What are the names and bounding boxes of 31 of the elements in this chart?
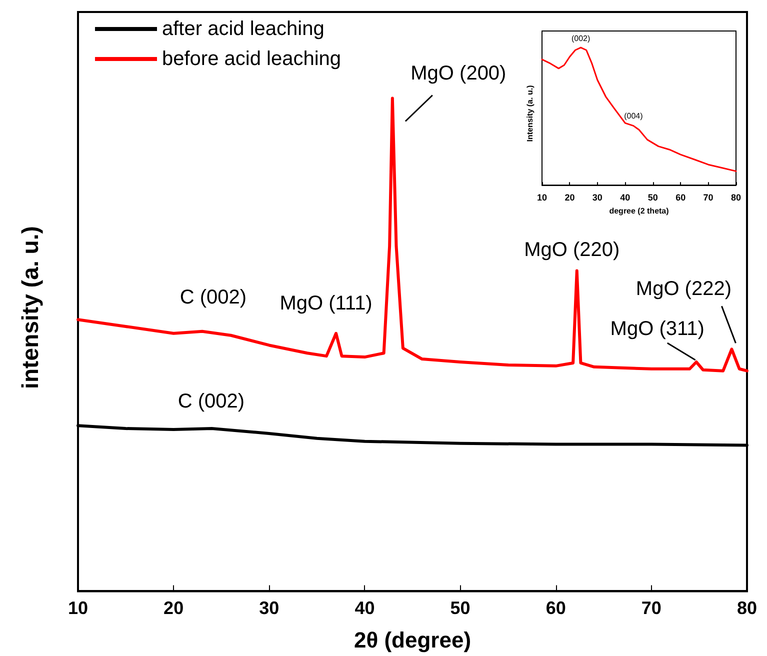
x-tick-label: 20	[564, 192, 575, 203]
x-tick-label: 50	[648, 192, 658, 203]
x-tick-label: 60	[546, 598, 566, 618]
y-axis-title: Intensity (a. u.)	[526, 84, 534, 142]
legend-label: before acid leaching	[162, 48, 342, 70]
x-axis-title: degree (2 theta)	[609, 206, 670, 216]
annotation: C (002)	[178, 390, 245, 413]
annotation: (004)	[624, 111, 644, 120]
x-tick-label: 80	[736, 598, 758, 618]
x-tick-label: 30	[259, 598, 280, 618]
annotation: MgO (222)	[636, 278, 732, 300]
x-tick-label: 70	[641, 598, 662, 618]
annotation: C (002)	[180, 286, 247, 308]
y-axis-title: intensity (a. u.)	[17, 226, 43, 389]
x-tick-label: 30	[592, 192, 602, 203]
x-tick-label: 10	[536, 192, 548, 203]
annotation: MgO (200)	[410, 62, 506, 84]
x-tick-label: 20	[164, 598, 184, 618]
x-tick-label: 60	[676, 192, 686, 203]
legend-label: after acid leaching	[162, 18, 324, 40]
annotation: (002)	[571, 34, 590, 44]
x-axis-title: 2θ (degree)	[354, 628, 472, 652]
x-tick-label: 80	[730, 192, 742, 203]
annotation: MgO (220)	[524, 238, 620, 261]
annotation: MgO (311)	[610, 318, 704, 340]
x-tick-label: 50	[450, 598, 470, 618]
x-tick-label: 70	[703, 192, 714, 203]
annotation: MgO (111)	[280, 292, 372, 314]
x-tick-label: 40	[354, 598, 375, 618]
x-tick-label: 40	[620, 192, 630, 203]
x-tick-label: 10	[68, 598, 88, 618]
